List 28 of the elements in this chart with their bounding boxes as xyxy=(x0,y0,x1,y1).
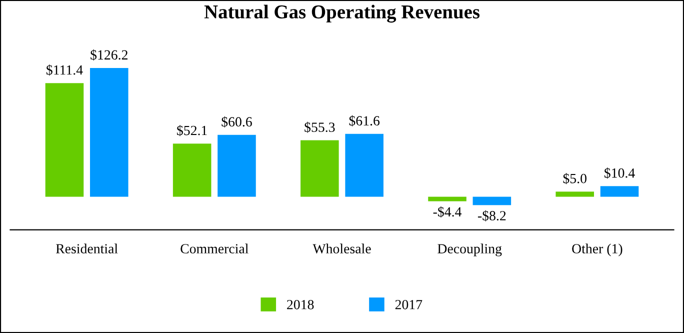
x-tick-label: Wholesale xyxy=(312,244,371,254)
bar xyxy=(45,83,84,197)
x-tick-label: Commercial xyxy=(180,244,248,254)
data-label: $10.4 xyxy=(604,168,635,179)
data-label: $55.3 xyxy=(304,122,335,133)
bar xyxy=(600,186,639,197)
bar xyxy=(428,196,466,202)
bar xyxy=(472,196,512,206)
data-label: -$8.2 xyxy=(478,210,506,222)
data-label: $5.0 xyxy=(563,173,586,184)
bar xyxy=(172,144,212,197)
bar xyxy=(556,192,594,197)
x-tick-label: Residential xyxy=(56,244,118,254)
data-label: $61.6 xyxy=(349,115,380,126)
legend-label: 2017 xyxy=(395,300,422,310)
bar xyxy=(345,134,384,197)
data-label: $111.4 xyxy=(46,64,83,76)
data-label: -$4.4 xyxy=(433,206,462,218)
bar xyxy=(300,140,339,197)
bar xyxy=(90,68,128,197)
bar xyxy=(218,134,256,197)
chart-title: Natural Gas Operating Revenues xyxy=(204,4,480,23)
x-tick-label: Other (1) xyxy=(572,244,622,256)
data-label: $60.6 xyxy=(222,116,252,128)
data-label: $126.2 xyxy=(90,49,128,61)
legend-label: 2018 xyxy=(287,300,314,310)
x-tick-label: Decoupling xyxy=(438,244,502,256)
data-label: $52.1 xyxy=(177,125,207,136)
